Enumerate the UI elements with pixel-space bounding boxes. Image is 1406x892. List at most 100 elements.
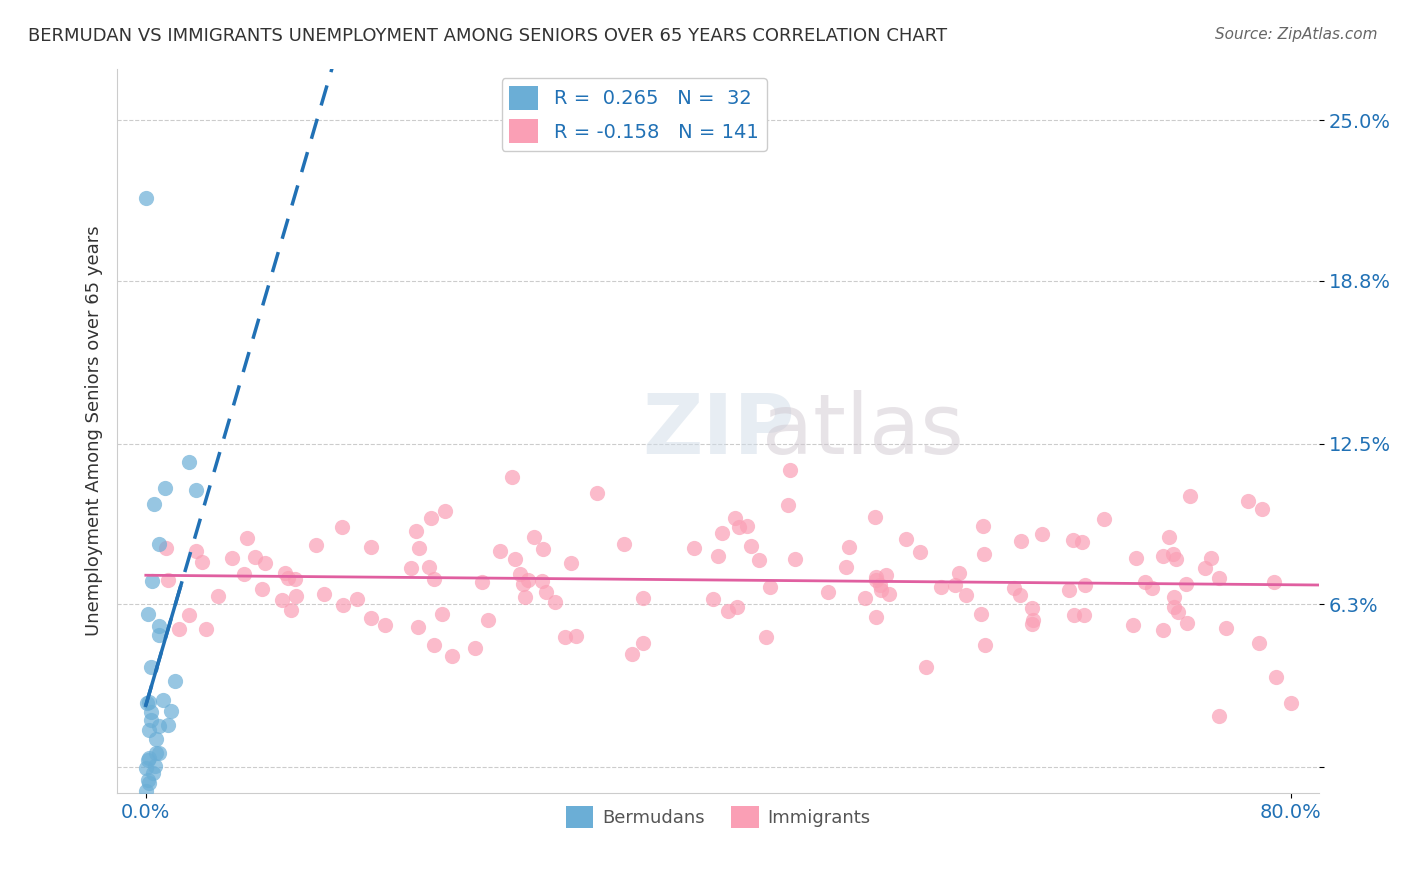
Point — [759, 580, 782, 594]
Point — [1163, 599, 1185, 614]
Point — [707, 549, 730, 563]
Point — [489, 544, 512, 558]
Point — [236, 531, 259, 545]
Point — [865, 574, 887, 588]
Point — [834, 559, 856, 574]
Point — [195, 622, 218, 636]
Point — [1092, 512, 1115, 526]
Point — [207, 590, 229, 604]
Point — [304, 538, 326, 552]
Point — [516, 573, 538, 587]
Point — [139, 659, 162, 673]
Point — [1057, 583, 1080, 598]
Point — [748, 553, 770, 567]
Text: atlas: atlas — [762, 391, 963, 472]
Point — [280, 603, 302, 617]
Point — [148, 719, 170, 733]
Point — [1163, 590, 1185, 604]
Point — [1194, 561, 1216, 575]
Point — [250, 582, 273, 596]
Point — [1279, 696, 1302, 710]
Point — [1135, 575, 1157, 590]
Point — [544, 595, 567, 609]
Point — [156, 573, 179, 587]
Point — [943, 577, 966, 591]
Point — [631, 636, 654, 650]
Point — [776, 498, 799, 512]
Point — [1140, 581, 1163, 595]
Point — [1247, 636, 1270, 650]
Point — [1031, 527, 1053, 541]
Point — [1251, 501, 1274, 516]
Point — [869, 578, 891, 592]
Point — [955, 588, 977, 602]
Point — [418, 560, 440, 574]
Point — [1167, 605, 1189, 619]
Point — [1022, 613, 1045, 627]
Y-axis label: Unemployment Among Seniors over 65 years: Unemployment Among Seniors over 65 years — [86, 226, 103, 636]
Point — [332, 599, 354, 613]
Point — [136, 607, 159, 621]
Point — [973, 638, 995, 652]
Point — [1010, 588, 1032, 602]
Point — [869, 582, 891, 597]
Point — [727, 600, 749, 615]
Point — [1125, 551, 1147, 566]
Point — [853, 591, 876, 605]
Point — [399, 561, 422, 575]
Point — [312, 586, 335, 600]
Point — [177, 455, 200, 469]
Point — [863, 509, 886, 524]
Point — [155, 541, 177, 556]
Point — [477, 613, 499, 627]
Point — [152, 692, 174, 706]
Point — [908, 545, 931, 559]
Point — [419, 510, 441, 524]
Point — [948, 566, 970, 581]
Point — [440, 649, 463, 664]
Point — [512, 577, 534, 591]
Point — [702, 591, 724, 606]
Point — [1175, 615, 1198, 630]
Point — [865, 610, 887, 624]
Point — [163, 674, 186, 689]
Point — [1021, 601, 1043, 615]
Point — [740, 539, 762, 553]
Point — [422, 573, 444, 587]
Point — [1010, 534, 1032, 549]
Point — [360, 541, 382, 555]
Point — [139, 705, 162, 719]
Point — [879, 587, 901, 601]
Point — [184, 483, 207, 497]
Point — [422, 638, 444, 652]
Point — [1152, 623, 1174, 637]
Point — [972, 519, 994, 533]
Point — [284, 590, 307, 604]
Point — [184, 544, 207, 558]
Point — [1237, 494, 1260, 508]
Point — [135, 783, 157, 797]
Point — [141, 574, 163, 588]
Point — [148, 618, 170, 632]
Point — [1071, 535, 1094, 549]
Point — [915, 659, 938, 673]
Point — [232, 566, 254, 581]
Text: Source: ZipAtlas.com: Source: ZipAtlas.com — [1215, 27, 1378, 42]
Point — [245, 550, 267, 565]
Point — [138, 751, 160, 765]
Point — [135, 191, 157, 205]
Point — [254, 556, 277, 570]
Point — [531, 542, 554, 557]
Point — [1199, 551, 1222, 566]
Point — [135, 696, 157, 710]
Point — [970, 607, 993, 622]
Point — [1074, 578, 1097, 592]
Point — [408, 541, 430, 555]
Point — [160, 704, 183, 718]
Point — [620, 648, 643, 662]
Point — [138, 723, 160, 738]
Point — [142, 497, 165, 511]
Point — [1265, 670, 1288, 684]
Point — [136, 753, 159, 767]
Point — [509, 567, 531, 582]
